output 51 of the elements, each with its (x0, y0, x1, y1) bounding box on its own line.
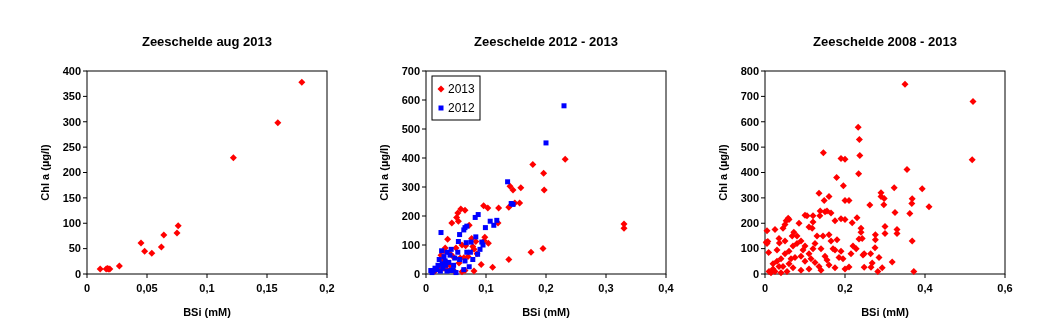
y-tick-label: 200 (62, 166, 81, 179)
legend-label: 2013 (448, 82, 476, 97)
y-tick-label: 400 (740, 166, 759, 179)
y-tick-label: 600 (740, 115, 759, 128)
y-tick-label: 300 (62, 115, 81, 128)
chart-title: Zeeschelde aug 2013 (141, 34, 273, 49)
x-tick-label: 0 (761, 282, 769, 294)
y-tick-label: 800 (740, 64, 759, 77)
y-tick-label: 400 (62, 64, 81, 77)
y-tick-label: 200 (401, 209, 420, 222)
y-tick-label: 300 (740, 191, 759, 204)
x-tick-label: 0,2 (837, 282, 853, 294)
y-tick-label: 400 (401, 151, 420, 164)
y-axis-title: Chl a (µg/l) (717, 143, 729, 201)
x-tick-label: 0,6 (997, 282, 1013, 294)
y-tick-label: 100 (740, 242, 759, 255)
x-tick-label: 0,1 (478, 282, 494, 294)
y-tick-label: 100 (62, 217, 81, 230)
x-tick-label: 0,2 (319, 282, 335, 294)
legend-label: 2012 (448, 101, 476, 116)
y-tick-label: 500 (740, 140, 759, 153)
x-tick-label: 0,1 (199, 282, 215, 294)
y-tick-label: 200 (740, 217, 759, 230)
x-tick-label: 0,4 (917, 282, 934, 294)
x-axis-title: BSi (mM) (861, 306, 910, 318)
y-tick-label: 150 (62, 191, 81, 204)
x-axis-title: BSi (mM) (522, 306, 571, 318)
y-tick-label: 300 (401, 180, 420, 193)
y-tick-label: 500 (401, 122, 420, 135)
y-tick-label: 350 (62, 90, 81, 103)
chart-title: Zeeschelde 2012 - 2013 (474, 34, 618, 49)
x-tick-label: 0,3 (598, 282, 614, 294)
y-tick-label: 0 (413, 267, 420, 280)
y-tick-label: 0 (74, 267, 81, 280)
y-tick-label: 50 (68, 242, 81, 255)
y-tick-label: 100 (401, 238, 420, 251)
x-axis-title: BSi (mM) (183, 306, 232, 318)
y-axis-title: Chl a (µg/l) (39, 143, 51, 201)
x-tick-label: 0,4 (658, 282, 675, 294)
y-tick-label: 600 (401, 93, 420, 106)
x-tick-label: 0 (422, 282, 430, 294)
y-tick-label: 700 (740, 90, 759, 103)
x-tick-label: 0 (83, 282, 91, 294)
x-tick-label: 0,05 (136, 282, 158, 294)
y-tick-label: 700 (401, 64, 420, 77)
y-axis-title: Chl a (µg/l) (378, 143, 390, 201)
y-tick-label: 250 (62, 140, 81, 153)
x-tick-label: 0,15 (256, 282, 278, 294)
y-tick-label: 0 (752, 267, 759, 280)
x-tick-label: 0,2 (538, 282, 554, 294)
chart-title: Zeeschelde 2008 - 2013 (813, 34, 957, 49)
